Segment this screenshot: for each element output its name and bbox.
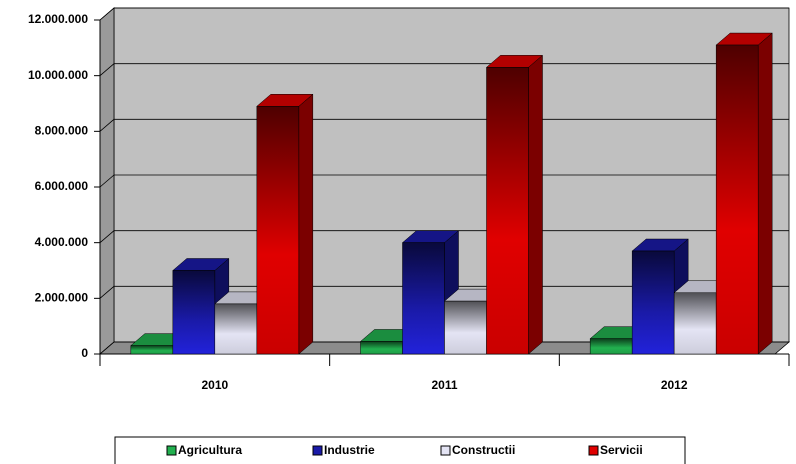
y-tick-label: 10.000.000 bbox=[28, 68, 88, 82]
x-tick-label: 2010 bbox=[201, 378, 228, 392]
legend-label: Constructii bbox=[452, 443, 515, 457]
bar bbox=[360, 341, 403, 355]
grid-line bbox=[99, 230, 789, 243]
bar-side bbox=[757, 32, 773, 355]
grid-line bbox=[99, 63, 789, 76]
legend-label: Agricultura bbox=[178, 443, 242, 457]
bar bbox=[486, 67, 529, 355]
grid-line bbox=[99, 7, 789, 21]
bar bbox=[631, 250, 675, 355]
x-tick-label: 2011 bbox=[431, 378, 457, 392]
bar bbox=[673, 292, 717, 355]
legend-swatch bbox=[440, 445, 451, 456]
bar bbox=[444, 300, 487, 355]
grid-line bbox=[99, 285, 789, 299]
y-tick-label: 12.000.000 bbox=[28, 12, 88, 26]
grid-line bbox=[99, 174, 789, 188]
legend-label: Servicii bbox=[600, 443, 643, 457]
legend-swatch bbox=[312, 445, 323, 456]
legend-label: Industrie bbox=[324, 443, 375, 457]
y-tick-label: 4.000.000 bbox=[35, 235, 89, 249]
legend-swatch bbox=[166, 445, 177, 456]
bar bbox=[715, 44, 759, 355]
y-tick-label: 6.000.000 bbox=[35, 179, 89, 193]
legend-swatch bbox=[588, 445, 599, 456]
y-tick-label: 8.000.000 bbox=[35, 124, 89, 138]
bar bbox=[172, 270, 216, 355]
y-tick-label: 0 bbox=[81, 346, 88, 360]
x-tick-label: 2012 bbox=[661, 378, 688, 392]
bar bbox=[589, 338, 633, 355]
grid-line bbox=[99, 118, 789, 132]
bar bbox=[402, 242, 445, 355]
y-tick-label: 2.000.000 bbox=[35, 291, 89, 305]
bar bbox=[130, 345, 174, 355]
bar bbox=[256, 106, 300, 355]
bar-side bbox=[528, 54, 543, 355]
grid-line bbox=[99, 341, 789, 355]
bar-side bbox=[298, 93, 314, 355]
bar bbox=[214, 303, 258, 355]
